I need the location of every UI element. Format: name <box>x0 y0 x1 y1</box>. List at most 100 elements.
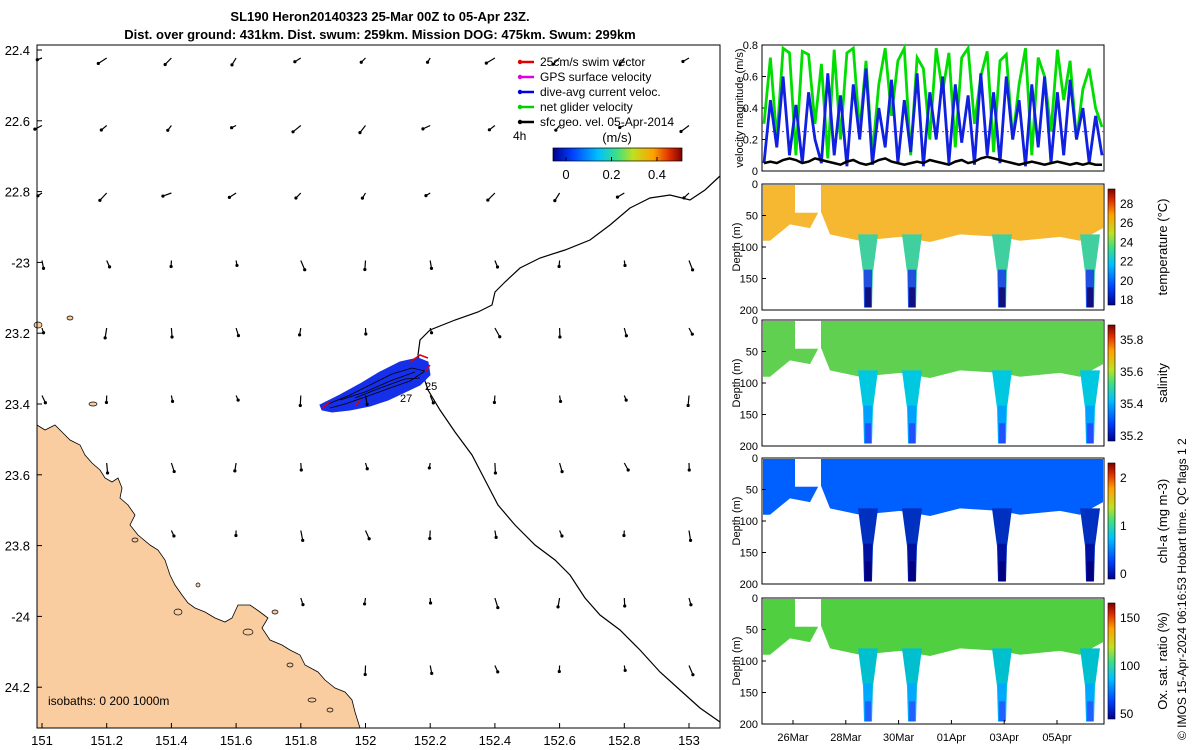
profile-dive-bottom <box>865 701 871 722</box>
time-tick-label: 28Mar <box>830 732 862 744</box>
colorbar-tick-label: 0.4 <box>648 167 666 182</box>
arrow-head <box>623 263 627 268</box>
arrow-head <box>301 538 305 542</box>
profile-colorbar-tick-label: 20 <box>1120 274 1134 288</box>
map-x-tick-label: 151.6 <box>220 733 253 748</box>
profile-dive-bottom <box>865 561 871 582</box>
legend-label: dive-avg current veloc. <box>540 85 661 99</box>
map-y-tick-label: -24 <box>11 609 30 624</box>
map-frame <box>36 44 721 729</box>
profile-dive-bottom <box>909 561 915 582</box>
arrow-head <box>41 266 46 270</box>
arrow-head <box>557 264 561 269</box>
map-y-tick-label: 23.8 <box>5 539 30 554</box>
arrow-head <box>496 605 500 610</box>
arrow-head <box>230 63 234 67</box>
arrow-head <box>431 401 435 405</box>
geo-velocity-arrow <box>97 57 108 64</box>
profile-ylabel: Depth (m) <box>731 359 743 408</box>
day-label-27: 27 <box>400 393 412 405</box>
profile-y-tick-label: 50 <box>746 625 758 637</box>
geo-velocity-arrow <box>494 462 497 474</box>
arrow-head <box>363 267 367 272</box>
profile-data-gap <box>795 185 821 213</box>
arrow-head <box>360 196 365 200</box>
profile-panel-chl: 0 50 100 150 200 Depth (m) 0 1 2 chl-a (mg m-3) <box>731 453 1170 591</box>
arrow-head <box>170 335 174 339</box>
arrow-head <box>623 604 627 608</box>
geo-velocity-arrow <box>300 260 306 270</box>
geo-velocity-arrow <box>487 192 496 201</box>
arrow-head <box>498 335 502 339</box>
arrow-head <box>622 533 626 538</box>
arrow-head <box>687 468 691 472</box>
arrow-head <box>234 533 238 538</box>
profile-surface-layer <box>763 185 1103 242</box>
arrow-head <box>96 61 100 66</box>
arrow-head <box>558 399 563 404</box>
arrow-head <box>428 601 433 605</box>
arrow-head <box>424 194 428 198</box>
map-y-tick-label: 23.6 <box>5 468 30 483</box>
time-axis-ticks: 26Mar 28Mar 30Mar 01Apr 03Apr 05Apr <box>777 720 1072 744</box>
time-tick-label: 01Apr <box>937 732 967 744</box>
profile-y-tick-label: 0 <box>752 315 758 327</box>
profile-surface-layer <box>763 321 1103 378</box>
arrow-head <box>161 194 165 198</box>
legend-label: GPS surface velocity <box>540 70 651 84</box>
profile-colorbar-tick-label: 35.8 <box>1120 333 1144 347</box>
arrow-head <box>297 333 302 337</box>
speed-colorbar <box>552 147 683 162</box>
arrow-head <box>299 468 303 472</box>
geo-velocity-arrow <box>688 665 694 675</box>
arrow-head <box>618 63 622 67</box>
profile-colorbar-tick-label: 100 <box>1120 659 1140 673</box>
arrow-head <box>560 534 564 538</box>
profile-panel-temp: 0 50 100 150 200 Depth (m) 18 20 22 24 26 28 tempera… <box>731 179 1170 317</box>
geo-velocity-arrow <box>687 395 690 406</box>
arrow-head <box>484 61 488 65</box>
arrow-head <box>233 469 237 473</box>
profile-ylabel: Depth (m) <box>731 497 743 546</box>
arrow-head <box>558 335 562 339</box>
profile-colorbar-label: temperature (°C) <box>1155 199 1170 296</box>
legend-swatch-head <box>517 59 523 65</box>
arrow-head <box>235 263 239 268</box>
map-y-tick-label: 23.4 <box>5 397 30 412</box>
profile-y-tick-label: 150 <box>740 688 758 700</box>
arrow-head <box>430 671 434 675</box>
map-y-tick-label: 24.2 <box>5 680 30 695</box>
arrow-head <box>365 467 369 471</box>
profile-colorbar-tick-label: 150 <box>1120 611 1140 625</box>
map-y-tick-label: 22.8 <box>5 185 30 200</box>
map-x-tick-label: 153 <box>678 733 700 748</box>
profile-data-gap <box>795 459 821 487</box>
arrow-head <box>487 128 491 132</box>
title-line-2: Dist. over ground: 431km. Dist. swum: 25… <box>124 27 636 42</box>
arrow-head <box>560 470 564 474</box>
velocity-ylabel: velocity magnitude (m/s) <box>734 48 746 167</box>
arrow-head <box>551 62 555 66</box>
arrow-head <box>359 60 363 64</box>
profile-dive-bottom <box>865 423 871 444</box>
coastline-land <box>36 424 361 729</box>
legend-swatch-head <box>517 89 523 95</box>
arrow-head <box>429 266 434 271</box>
arrow-head <box>172 469 176 474</box>
arrow-head <box>690 332 694 336</box>
arrow-head <box>227 195 231 199</box>
arrow-head <box>615 195 620 199</box>
profile-dive-bottom <box>999 701 1005 722</box>
profile-y-tick-label: 150 <box>740 410 758 422</box>
profile-colorbar-tick-label: 1 <box>1120 519 1127 533</box>
legend-swatch-head <box>517 74 523 80</box>
arrow-head <box>682 196 686 200</box>
velocity-y-tick-label: 0.2 <box>743 135 758 147</box>
arrow-head <box>107 265 112 269</box>
legend-swatch-head <box>517 104 523 110</box>
arrow-head <box>230 126 234 130</box>
arrow-head <box>301 603 305 607</box>
arrow-head <box>691 673 695 677</box>
